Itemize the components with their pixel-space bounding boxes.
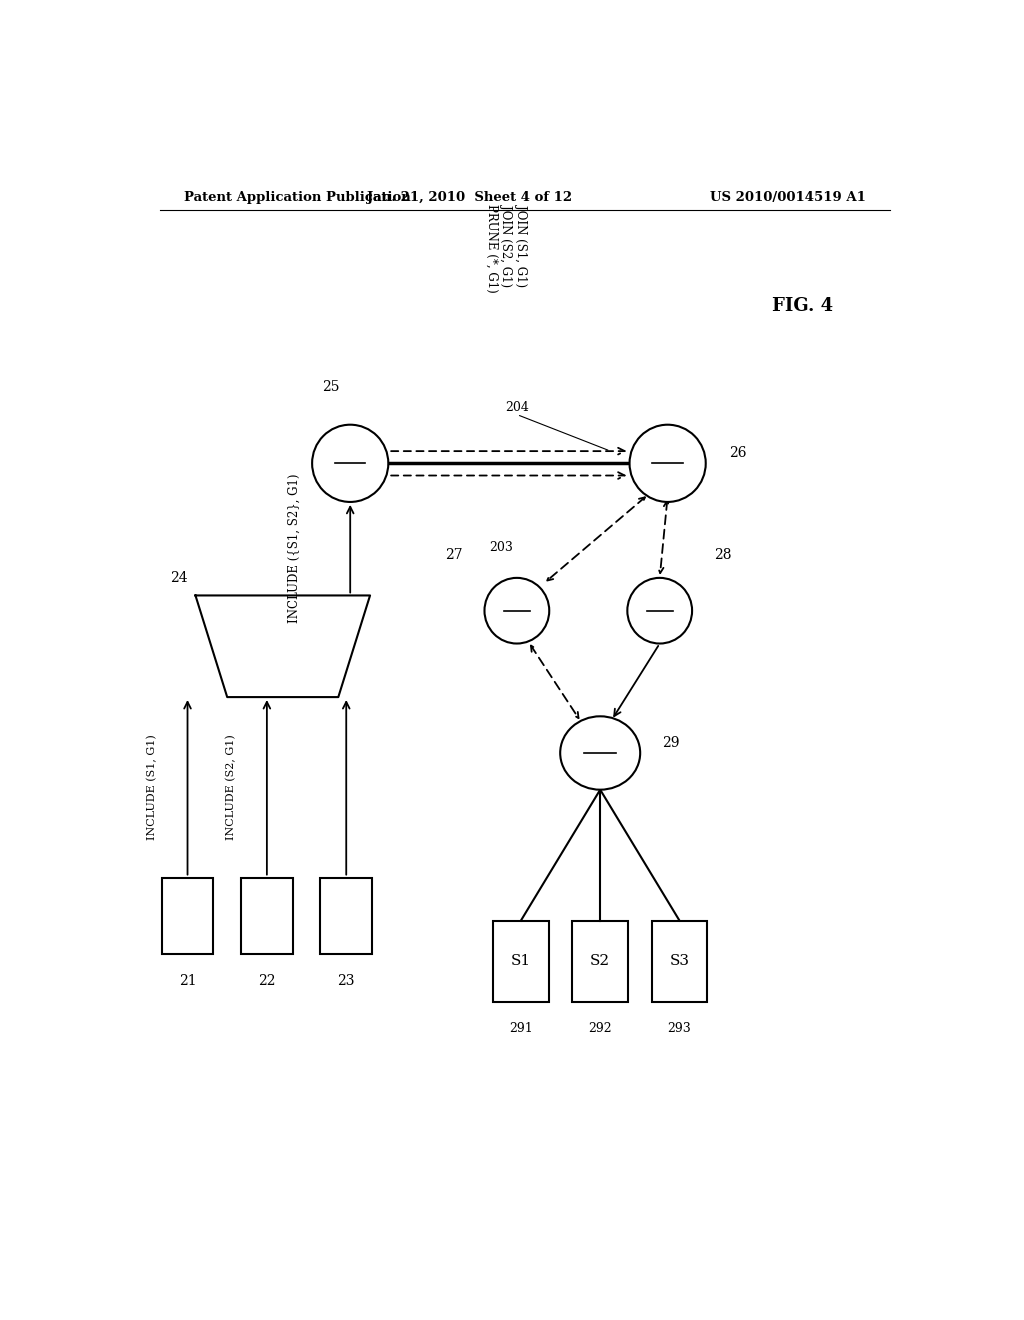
Ellipse shape [630, 425, 706, 502]
Text: INCLUDE (S1, G1): INCLUDE (S1, G1) [146, 734, 157, 840]
Ellipse shape [628, 578, 692, 644]
Text: 293: 293 [668, 1022, 691, 1035]
Ellipse shape [312, 425, 388, 502]
Text: S1: S1 [511, 954, 530, 969]
Text: FIG. 4: FIG. 4 [772, 297, 834, 314]
Text: S3: S3 [670, 954, 689, 969]
Text: 26: 26 [729, 446, 748, 461]
Text: INCLUDE ({S1, S2}, G1): INCLUDE ({S1, S2}, G1) [288, 474, 301, 623]
Text: INCLUDE (S2, G1): INCLUDE (S2, G1) [226, 734, 237, 840]
Ellipse shape [560, 717, 640, 789]
Text: US 2010/0014519 A1: US 2010/0014519 A1 [711, 190, 866, 203]
Text: 23: 23 [338, 974, 355, 989]
Text: 204: 204 [505, 401, 528, 414]
Bar [321, 878, 372, 954]
Text: 28: 28 [714, 548, 731, 562]
Text: 203: 203 [489, 541, 513, 554]
Text: 29: 29 [663, 735, 680, 750]
Bar [162, 878, 213, 954]
Text: 25: 25 [322, 380, 339, 395]
Text: Patent Application Publication: Patent Application Publication [183, 190, 411, 203]
Text: S2: S2 [590, 954, 610, 969]
Text: Jan. 21, 2010  Sheet 4 of 12: Jan. 21, 2010 Sheet 4 of 12 [367, 190, 571, 203]
Text: 27: 27 [445, 548, 463, 562]
Bar [651, 921, 708, 1002]
Text: 291: 291 [509, 1022, 532, 1035]
Text: 21: 21 [179, 974, 197, 989]
Text: 24: 24 [170, 572, 187, 585]
Bar [241, 878, 293, 954]
Text: JOIN (S1, G1)
JOIN (S2, G1)
PRUNE (*, G1): JOIN (S1, G1) JOIN (S2, G1) PRUNE (*, G1… [485, 203, 528, 293]
Text: 22: 22 [258, 974, 275, 989]
Bar [572, 921, 628, 1002]
Ellipse shape [484, 578, 549, 644]
Bar [494, 921, 549, 1002]
Text: 292: 292 [589, 1022, 612, 1035]
